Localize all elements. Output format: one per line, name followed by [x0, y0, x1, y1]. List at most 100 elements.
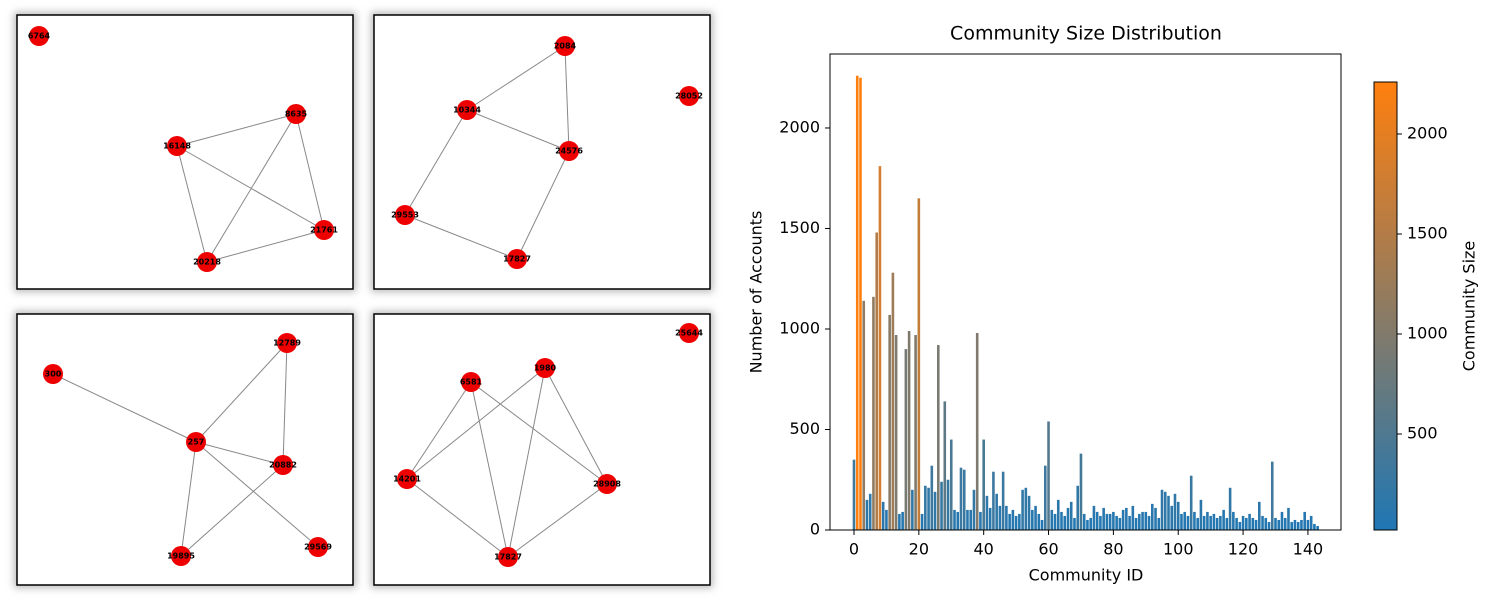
bar: [885, 509, 888, 530]
graph-panels: 6764 8635 16148 21761 20218 2084 10344 28052 245…: [14, 12, 713, 588]
y-tick-label: 0: [810, 520, 820, 539]
edge: [176, 145, 208, 263]
bar: [1157, 517, 1161, 530]
edge: [195, 441, 284, 466]
node-label: 29553: [391, 211, 419, 220]
bar: [930, 465, 934, 530]
bar: [972, 489, 976, 530]
node: [29, 26, 49, 46]
bar: [1069, 501, 1073, 530]
bar: [1160, 489, 1164, 530]
node-label: 6581: [460, 378, 483, 387]
bar: [1170, 505, 1174, 530]
bar: [1040, 519, 1044, 530]
edge: [564, 45, 570, 152]
bar: [940, 481, 943, 530]
bar: [1270, 461, 1274, 530]
bar: [1014, 515, 1018, 530]
x-tick-label: 120: [1228, 540, 1259, 559]
bar: [1176, 501, 1180, 530]
edge: [406, 381, 472, 480]
bar: [1131, 505, 1135, 530]
edge: [516, 150, 570, 260]
bar: [1199, 499, 1203, 530]
bar: [855, 75, 859, 530]
colorbar-label: Community Size: [1460, 241, 1479, 372]
bar: [888, 314, 891, 530]
bar: [936, 345, 940, 530]
bar: [1108, 513, 1112, 530]
panel: [16, 313, 354, 586]
bar: [998, 505, 1002, 530]
edge: [406, 478, 509, 558]
node: [498, 547, 518, 567]
node: [171, 546, 191, 566]
edge: [404, 109, 468, 216]
node: [679, 323, 699, 343]
bar: [1212, 513, 1216, 530]
edge: [195, 441, 319, 548]
bar: [852, 459, 856, 530]
bar: [1303, 511, 1306, 530]
bar: [907, 330, 911, 530]
bar: [1027, 495, 1031, 530]
chart-title: Community Size Distribution: [950, 23, 1222, 45]
bar: [1238, 521, 1242, 530]
edge: [195, 342, 288, 443]
bar: [1047, 421, 1050, 530]
bar: [1293, 519, 1297, 530]
bar: [1115, 515, 1118, 530]
node: [507, 249, 527, 269]
bar: [898, 513, 901, 530]
bar: [1018, 513, 1021, 530]
node-label: 8635: [285, 110, 308, 119]
node: [535, 358, 555, 378]
edge: [52, 373, 197, 443]
x-tick-label: 100: [1163, 540, 1194, 559]
bar: [859, 77, 862, 530]
colorbar-tick-label: 500: [1407, 424, 1438, 443]
bar: [1008, 513, 1011, 530]
bar: [1313, 523, 1316, 530]
x-tick-label: 40: [974, 540, 994, 559]
node: [286, 104, 306, 124]
node: [273, 455, 293, 475]
bar: [1118, 517, 1122, 530]
node-label: 29569: [304, 543, 332, 552]
bar: [1163, 491, 1167, 530]
node: [457, 100, 477, 120]
node: [559, 141, 579, 161]
bar: [1125, 507, 1128, 530]
colorbar-tick-label: 1500: [1407, 224, 1448, 243]
bar: [1167, 495, 1170, 530]
bar: [1196, 517, 1199, 530]
x-axis-label: Community ID: [1029, 566, 1144, 585]
bar: [920, 513, 924, 530]
edge: [206, 113, 297, 263]
x-tick-label: 20: [909, 540, 929, 559]
panel: [373, 14, 711, 290]
bar: [1257, 501, 1261, 530]
bar: [949, 439, 953, 530]
node: [395, 205, 415, 225]
bar: [1232, 511, 1235, 530]
bar: [1180, 513, 1183, 530]
bar: [1189, 475, 1193, 530]
edge: [176, 113, 297, 147]
node-label: 28052: [675, 92, 703, 101]
node-label: 20218: [193, 258, 221, 267]
panel: [373, 313, 711, 586]
bar: [1011, 509, 1015, 530]
bar: [1193, 511, 1196, 530]
bar: [988, 507, 992, 530]
node-label: 25644: [675, 329, 703, 338]
node-label: 14201: [393, 475, 421, 484]
node-label: 19895: [167, 552, 195, 561]
bar: [1134, 517, 1138, 530]
bar: [1264, 517, 1268, 530]
y-tick-label: 2000: [779, 117, 820, 136]
bar: [1024, 487, 1028, 530]
node: [277, 333, 297, 353]
bar: [1202, 515, 1206, 530]
node: [308, 537, 328, 557]
